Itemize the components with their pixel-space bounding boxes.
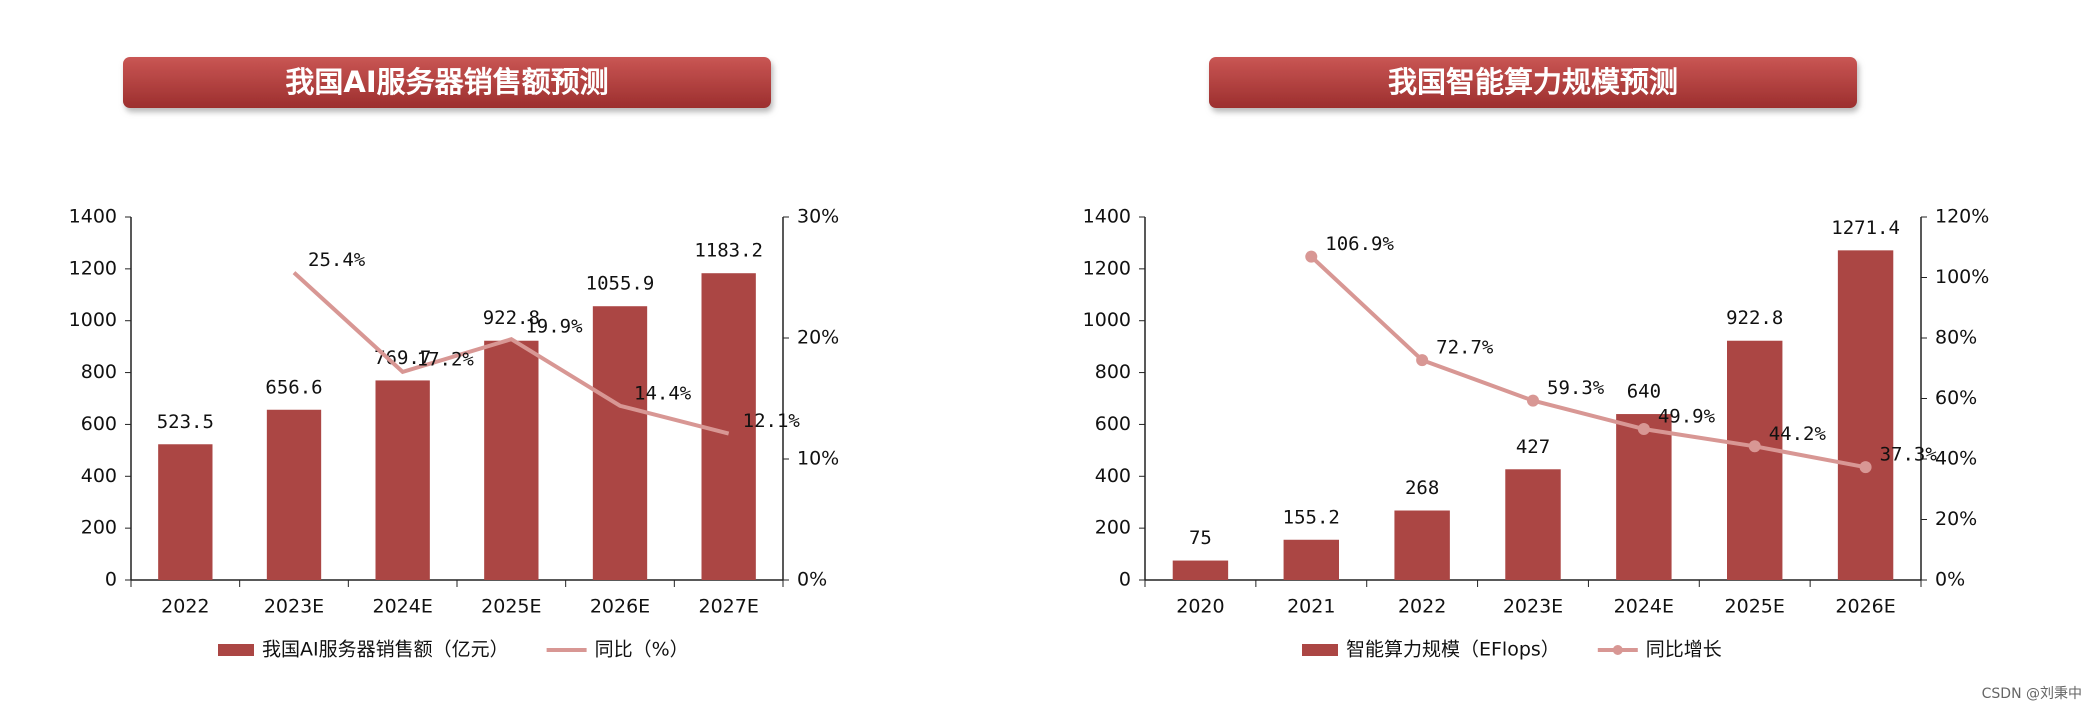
y-tick-label: 400 [1095, 465, 1131, 487]
line-value-label: 106.9% [1325, 233, 1394, 255]
chart-title: 我国智能算力规模预测 [1388, 65, 1678, 99]
line-marker [1748, 440, 1761, 453]
line-value-label: 59.3% [1547, 377, 1605, 399]
y-tick-label: 1400 [1083, 206, 1131, 228]
bar-value-label: 268 [1405, 477, 1439, 499]
y2-tick-label: 80% [1935, 327, 1977, 349]
line-marker [1637, 423, 1650, 436]
bar-value-label: 155.2 [1283, 506, 1340, 528]
legend-swatch [1302, 644, 1338, 656]
bar [1283, 539, 1339, 580]
x-tick-label: 2023E [1503, 596, 1563, 618]
line-marker [1416, 354, 1429, 367]
bar [592, 306, 648, 580]
y-tick-label: 0 [105, 569, 117, 591]
legend-swatch [218, 644, 254, 656]
line-marker [1859, 461, 1872, 474]
bar-value-label: 523.5 [157, 411, 214, 433]
x-tick-label: 2024E [372, 596, 432, 618]
y-tick-label: 800 [81, 361, 117, 383]
line-value-label: 17.2% [417, 348, 475, 370]
bar-value-label: 1183.2 [694, 240, 763, 262]
y-tick-label: 1400 [69, 206, 117, 228]
y2-tick-label: 20% [797, 327, 839, 349]
bar-value-label: 922.8 [483, 307, 540, 329]
chart-title: 我国AI服务器销售额预测 [285, 65, 608, 99]
title-banner [123, 57, 771, 108]
x-tick-label: 2022 [1398, 596, 1446, 618]
y2-tick-label: 60% [1935, 387, 1977, 409]
bar [375, 380, 430, 580]
bar [1394, 510, 1450, 580]
line [292, 271, 730, 436]
watermark: CSDN @刘秉中 [1982, 686, 2082, 702]
bar [1727, 340, 1783, 580]
y2-tick-label: 10% [797, 448, 839, 470]
bar-value-label: 75 [1189, 527, 1212, 549]
line-value-label: 72.7% [1436, 337, 1494, 359]
x-tick-label: 2025E [1725, 596, 1785, 618]
y2-tick-label: 20% [1935, 508, 1977, 530]
y-tick-label: 400 [81, 465, 117, 487]
bar [484, 340, 539, 580]
x-tick-label: 2024E [1614, 596, 1674, 618]
y2-tick-label: 120% [1935, 206, 1989, 228]
line-marker [1305, 250, 1318, 263]
y2-tick-label: 40% [1935, 448, 1977, 470]
y-tick-label: 1200 [1083, 257, 1131, 279]
y-tick-label: 600 [81, 413, 117, 435]
line-marker [1527, 394, 1539, 407]
bar-value-label: 640 [1627, 381, 1661, 403]
bar-value-label: 1271.4 [1831, 217, 1900, 239]
bar-value-label: 922.8 [1726, 307, 1783, 329]
y-tick-label: 1200 [69, 257, 117, 279]
legend-label: 智能算力规模（EFlops） [1346, 639, 1560, 661]
bar-value-label: 1055.9 [586, 273, 655, 295]
x-tick-label: 2021 [1287, 596, 1335, 618]
bar-value-label: 427 [1516, 436, 1550, 458]
bar [266, 409, 322, 580]
y-tick-label: 1000 [69, 309, 117, 331]
x-tick-label: 2025E [481, 596, 541, 618]
x-tick-label: 2027E [698, 596, 758, 618]
y2-tick-label: 0% [797, 569, 827, 591]
y-tick-label: 600 [1095, 413, 1131, 435]
line-value-label: 25.4% [308, 249, 366, 271]
x-tick-label: 2022 [161, 596, 209, 618]
bar [1172, 560, 1229, 580]
bar-value-label: 769.7 [374, 347, 431, 369]
bar [1837, 250, 1894, 580]
legend-label: 我国AI服务器销售额（亿元） [262, 639, 509, 661]
legend-marker [1612, 645, 1623, 655]
y-tick-label: 0 [1119, 569, 1131, 591]
line-value-label: 12.1% [743, 410, 801, 432]
line-value-label: 14.4% [634, 382, 692, 404]
y2-tick-label: 100% [1935, 266, 1989, 288]
line [1309, 255, 1866, 470]
bar [1616, 414, 1672, 580]
y-tick-label: 200 [1095, 517, 1131, 539]
x-tick-label: 2023E [264, 596, 324, 618]
legend-label: 同比（%） [595, 639, 689, 661]
line-value-label: 19.9% [525, 316, 583, 338]
bar [701, 273, 756, 580]
bar [158, 444, 213, 580]
y2-tick-label: 0% [1935, 569, 1965, 591]
legend-label: 同比增长 [1646, 639, 1722, 661]
y-tick-label: 1000 [1083, 309, 1131, 331]
line-value-label: 37.3% [1880, 444, 1938, 466]
y2-tick-label: 30% [797, 206, 839, 228]
line-value-label: 44.2% [1769, 423, 1827, 445]
x-tick-label: 2026E [1835, 596, 1895, 618]
bar-value-label: 656.6 [265, 376, 322, 398]
y-tick-label: 200 [81, 517, 117, 539]
y-tick-label: 800 [1095, 361, 1131, 383]
line-value-label: 49.9% [1658, 406, 1716, 428]
x-tick-label: 2026E [590, 596, 650, 618]
bar [1505, 469, 1561, 580]
title-banner [1209, 57, 1857, 108]
x-tick-label: 2020 [1176, 596, 1224, 618]
